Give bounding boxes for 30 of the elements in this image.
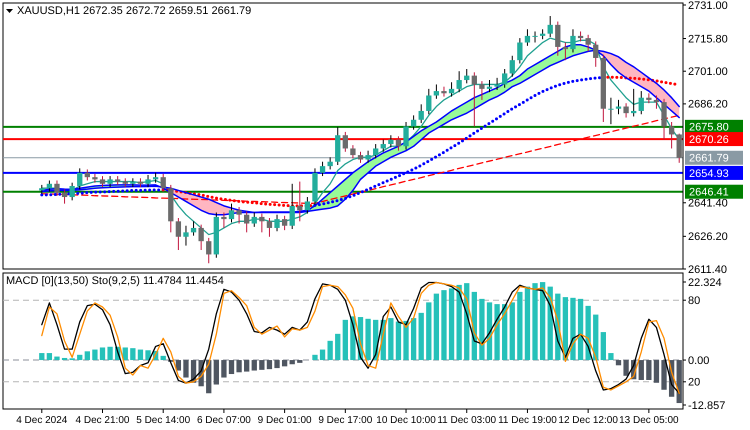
ref-line-label: 2670.26 xyxy=(689,134,729,146)
x-tick-label: 4 Dec 21:00 xyxy=(76,415,130,426)
x-tick-label: 11 Dec 03:00 xyxy=(437,415,497,426)
ref-line-label: 2646.41 xyxy=(689,186,729,199)
ref-line-label: 2654.93 xyxy=(689,168,729,180)
y-tick-label: 2731.00 xyxy=(688,0,728,12)
chart-title: MACD [0](13,50) Sto(9,2,5) 11.4784 11.4454 xyxy=(6,275,224,287)
x-tick-label: 9 Dec 01:00 xyxy=(258,415,312,426)
y-tick-label: 2626.20 xyxy=(688,231,728,244)
x-tick-label: 5 Dec 14:00 xyxy=(136,415,191,426)
x-tick-label: 11 Dec 19:00 xyxy=(498,415,558,426)
chart-title: XAUUSD,H1 2672.35 2672.72 2659.51 2661.79 xyxy=(17,5,252,17)
x-tick-label: 13 Dec 05:00 xyxy=(619,415,680,426)
y-tick-label: 2686.20 xyxy=(688,98,728,111)
x-tick-label: 9 Dec 17:00 xyxy=(318,415,373,426)
x-tick-label: 4 Dec 2024 xyxy=(16,415,68,426)
y-tick-label: 2641.40 xyxy=(688,198,728,210)
ref-line-label: 2675.80 xyxy=(689,122,729,134)
y-tick-label: 22.324 xyxy=(688,276,722,289)
y-tick-label: 2701.00 xyxy=(688,66,728,78)
y-tick-label: -12.857 xyxy=(688,400,726,412)
ref-line-label: 2661.79 xyxy=(689,152,729,165)
y2-tick-label: 20 xyxy=(688,376,700,389)
y-tick-label: 2715.80 xyxy=(688,33,728,46)
y-tick-label: 0.00 xyxy=(688,354,710,367)
y2-tick-label: 80 xyxy=(688,295,700,308)
x-tick-label: 12 Dec 12:00 xyxy=(558,415,618,426)
y-tick-label: 2611.40 xyxy=(688,264,727,276)
x-tick-label: 10 Dec 10:00 xyxy=(376,415,436,426)
x-tick-label: 6 Dec 07:00 xyxy=(196,415,252,426)
